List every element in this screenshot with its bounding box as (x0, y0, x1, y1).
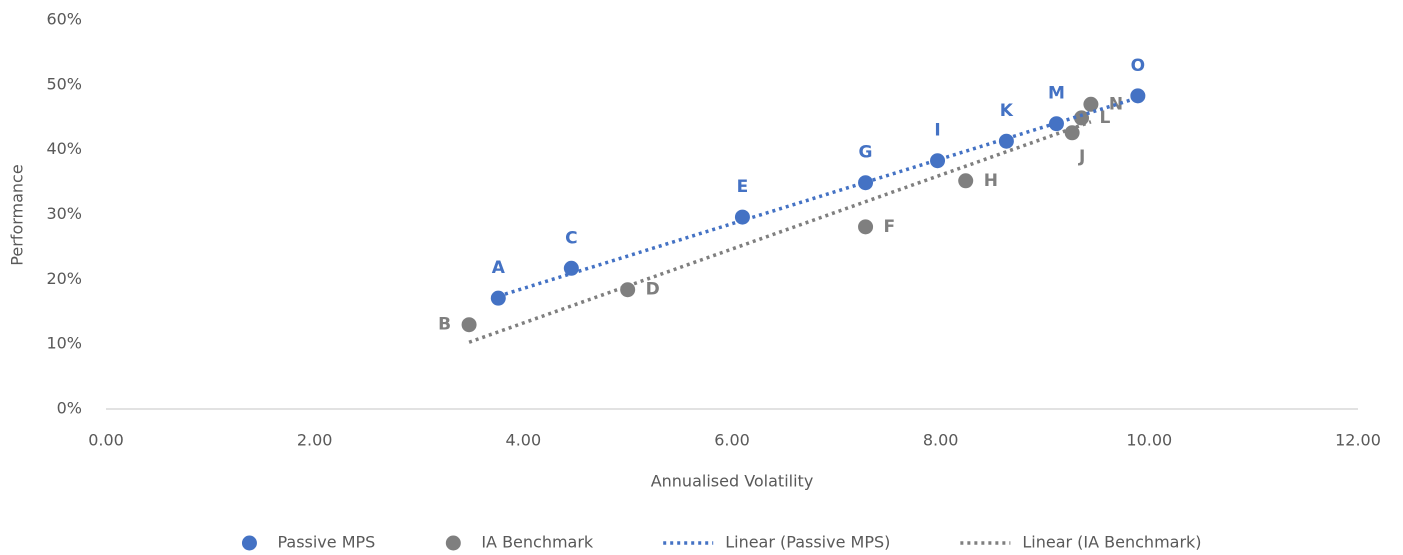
point (1074, 110, 1090, 126)
y-tick-label: 60% (46, 10, 82, 29)
legend-marker (445, 535, 461, 551)
x-tick-label: 12.00 (1335, 431, 1381, 450)
point (620, 282, 636, 298)
point (998, 133, 1014, 149)
x-tick-label: 0.00 (88, 431, 124, 450)
point-label: J (1078, 147, 1085, 167)
x-tick-label: 10.00 (1126, 431, 1172, 450)
point (858, 219, 874, 235)
y-axis-title: Performance (8, 164, 27, 265)
legend-label: Linear (IA Benchmark) (1022, 533, 1201, 552)
y-tick-label: 20% (46, 269, 82, 288)
point (858, 175, 874, 191)
y-tick-label: 40% (46, 139, 82, 158)
point-label: E (737, 177, 749, 197)
point-label: C (565, 228, 577, 248)
legend: Passive MPS IA Benchmark Linear (Passive M… (241, 533, 1202, 552)
point-label: H (984, 171, 998, 191)
legend-marker (241, 535, 257, 551)
x-tick-label: 4.00 (506, 431, 542, 450)
y-tick-label: 0% (57, 399, 82, 418)
point-label: A (492, 258, 506, 278)
point-label: M (1048, 84, 1065, 104)
point (1048, 116, 1064, 132)
point-label: F (884, 217, 896, 237)
point-label: D (646, 280, 660, 300)
point (461, 317, 477, 333)
point-label: I (934, 121, 940, 141)
y-tick-label: 10% (46, 334, 82, 353)
point-label: K (1000, 101, 1014, 121)
point (1064, 125, 1080, 141)
legend-label: IA Benchmark (481, 533, 594, 552)
trendline (497, 96, 1139, 298)
y-tick-label: 50% (46, 74, 82, 93)
point (490, 290, 506, 306)
point (563, 260, 579, 276)
trendline (468, 120, 1092, 344)
y-tick-label: 30% (46, 204, 82, 223)
x-tick-label: 6.00 (714, 431, 750, 450)
legend-label: Passive MPS (277, 533, 375, 552)
point (1083, 96, 1099, 112)
legend-label: Linear (Passive MPS) (725, 533, 890, 552)
point-label: G (859, 143, 873, 163)
x-tick-label: 8.00 (923, 431, 959, 450)
point (930, 153, 946, 169)
point-label: B (438, 315, 451, 335)
point (1130, 88, 1146, 104)
x-axis-title: Annualised Volatility (651, 472, 814, 491)
point (958, 173, 974, 189)
point-label: O (1131, 56, 1145, 76)
x-tick-label: 2.00 (297, 431, 333, 450)
point-label: L (1100, 108, 1111, 128)
